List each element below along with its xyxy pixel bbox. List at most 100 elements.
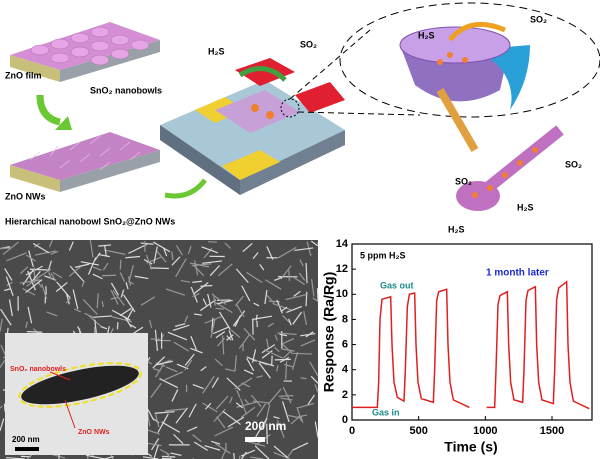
nanowire xyxy=(240,398,248,415)
nanowire xyxy=(234,295,244,307)
nanowire xyxy=(194,313,203,316)
scale-bar xyxy=(15,447,39,451)
nanowire xyxy=(34,250,57,256)
scale-bar xyxy=(245,437,265,442)
nanowire xyxy=(201,246,219,254)
nanowire xyxy=(202,402,218,413)
nanowire xyxy=(4,288,11,292)
nanowire xyxy=(154,329,159,351)
nanowire xyxy=(256,403,267,417)
nanowire xyxy=(288,414,302,419)
nanowire xyxy=(252,252,259,259)
nanowire xyxy=(0,318,3,332)
nanowire xyxy=(175,407,188,424)
nanowire xyxy=(204,445,221,451)
nanowire xyxy=(190,286,198,303)
nanowire xyxy=(120,289,125,298)
nanowire xyxy=(26,277,39,287)
nanowire xyxy=(69,265,85,283)
nanowire xyxy=(261,350,273,359)
nanowire xyxy=(243,327,256,341)
nanowire xyxy=(165,408,186,412)
nanowire xyxy=(0,418,5,432)
nanowire-detail xyxy=(456,125,564,211)
nanowire xyxy=(192,293,200,298)
nanowire xyxy=(300,332,316,337)
nanowire xyxy=(236,304,245,318)
nanowire xyxy=(278,395,294,397)
nanowire xyxy=(291,442,309,452)
outline xyxy=(18,362,142,408)
nanowire xyxy=(246,440,266,447)
nanowire xyxy=(241,285,251,302)
nanowire xyxy=(274,358,291,361)
nanowire xyxy=(299,259,304,267)
nanowire xyxy=(211,293,227,305)
nanowire xyxy=(285,361,288,380)
nanowire xyxy=(256,375,263,379)
y-tick-label: 0 xyxy=(342,414,348,426)
nanowire xyxy=(192,384,204,390)
nanowire xyxy=(150,338,160,340)
nanowire xyxy=(194,282,209,294)
nanowire xyxy=(150,382,162,398)
nanowire xyxy=(210,318,216,338)
pointer xyxy=(64,399,76,429)
nanowire xyxy=(227,416,245,428)
nanowire xyxy=(48,272,52,280)
nanowire xyxy=(273,445,289,459)
nanowire xyxy=(261,344,276,354)
nanowire xyxy=(184,353,195,366)
nanowire xyxy=(55,282,68,292)
plot-frame xyxy=(351,243,593,421)
data-line xyxy=(352,280,590,410)
nanowire xyxy=(146,429,160,435)
nanowire xyxy=(214,426,234,437)
nanowire xyxy=(190,336,197,351)
arrow-head xyxy=(55,116,72,130)
nanowire xyxy=(96,293,99,309)
nanowire xyxy=(296,406,302,422)
nanowire xyxy=(92,266,102,271)
nanowire xyxy=(277,246,297,259)
nanowire xyxy=(52,271,63,279)
nanowire xyxy=(170,452,182,456)
nanowire xyxy=(221,335,225,355)
nanowire xyxy=(279,357,290,363)
nanowire xyxy=(191,263,212,267)
nanowire xyxy=(81,280,85,287)
nanowire xyxy=(282,386,292,404)
nanowire xyxy=(175,244,184,256)
nanowire xyxy=(300,415,304,424)
zoom-line xyxy=(289,29,371,100)
nanowire xyxy=(26,331,43,333)
nanowire xyxy=(310,240,319,247)
nanowire xyxy=(202,298,207,306)
nanobowl-film xyxy=(10,22,160,82)
gas-label: H₂S xyxy=(517,202,534,212)
nanowire xyxy=(41,283,48,299)
nanowire xyxy=(22,288,36,296)
nanowire xyxy=(68,241,74,251)
nanowire xyxy=(216,299,233,305)
gas-label: H₂S xyxy=(208,46,225,56)
nanowire xyxy=(155,362,165,378)
nanowire xyxy=(246,356,257,362)
nanowire xyxy=(3,403,6,412)
nanowire xyxy=(290,417,300,425)
nanowire xyxy=(259,360,275,367)
nanowire xyxy=(266,294,275,304)
gas-label: SO₂ xyxy=(455,176,472,186)
y-tick-label: 10 xyxy=(336,288,348,300)
nanowire xyxy=(175,258,187,278)
nanowire xyxy=(263,349,283,359)
nanowire xyxy=(149,267,169,270)
nanowire xyxy=(254,445,270,459)
nanowire xyxy=(184,315,189,323)
nanowire xyxy=(297,402,315,409)
pointer xyxy=(49,371,71,381)
nanowire xyxy=(102,262,109,271)
nanowire xyxy=(267,322,275,328)
nanowire xyxy=(286,305,303,314)
nanowire xyxy=(208,241,218,243)
